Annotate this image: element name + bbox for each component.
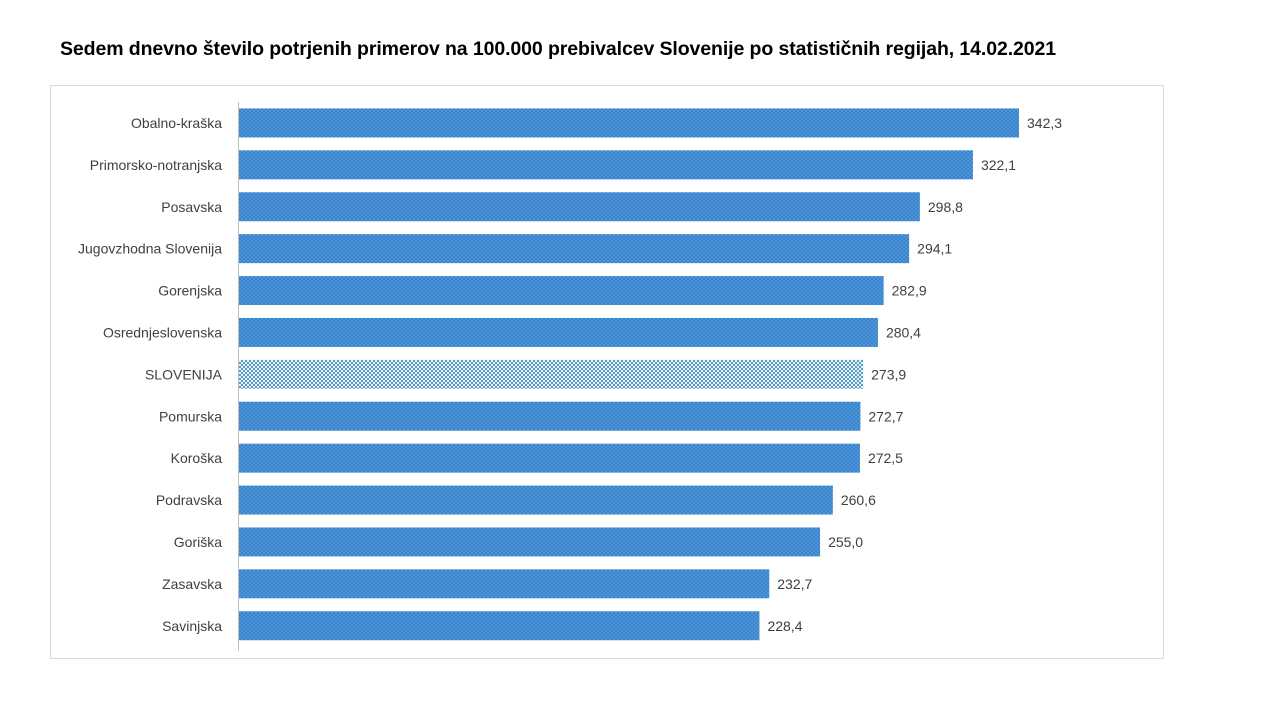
data-label: 282,9: [892, 283, 927, 299]
category-label: Gorenjska: [158, 283, 222, 299]
bar: [239, 443, 860, 473]
bar: [239, 276, 884, 306]
category-label: Obalno-kraška: [131, 115, 222, 131]
bar: [239, 401, 861, 431]
data-label: 232,7: [777, 576, 812, 592]
bar: [239, 485, 833, 515]
data-label: 255,0: [828, 534, 863, 550]
category-label: Jugovzhodna Slovenija: [78, 241, 222, 257]
category-label: Koroška: [171, 450, 223, 466]
data-label: 298,8: [928, 199, 963, 215]
category-label: Primorsko-notranjska: [90, 157, 222, 173]
bar: [239, 108, 1019, 138]
category-label: Savinjska: [162, 618, 222, 634]
bar: [239, 192, 920, 222]
category-label: Zasavska: [162, 576, 222, 592]
data-label: 272,7: [868, 408, 903, 424]
bar: [239, 317, 878, 347]
data-label: 280,4: [886, 324, 921, 340]
chart-area: Obalno-kraška 342,3 Primorsko-notranjska 32…: [50, 85, 1164, 659]
data-label: 273,9: [871, 366, 906, 382]
bar: [239, 150, 973, 180]
data-label: 272,5: [868, 450, 903, 466]
category-label: SLOVENIJA: [145, 366, 223, 382]
bar: [239, 234, 910, 264]
bar: [239, 569, 770, 599]
category-label: Goriška: [174, 534, 222, 550]
chart-title: Sedem dnevno število potrjenih primerov …: [60, 38, 1057, 60]
data-label: 342,3: [1027, 115, 1062, 131]
data-label: 260,6: [841, 492, 876, 508]
bar-highlight: [239, 359, 864, 389]
bar: [239, 527, 821, 557]
bar: [239, 611, 760, 641]
category-label: Osrednjeslovenska: [103, 324, 222, 340]
category-label: Podravska: [156, 492, 222, 508]
bar-chart: Obalno-kraška 342,3 Primorsko-notranjska 32…: [78, 102, 1062, 651]
data-label: 228,4: [767, 618, 802, 634]
data-label: 322,1: [981, 157, 1016, 173]
data-label: 294,1: [917, 241, 952, 257]
category-label: Pomurska: [159, 408, 222, 424]
category-label: Posavska: [161, 199, 222, 215]
